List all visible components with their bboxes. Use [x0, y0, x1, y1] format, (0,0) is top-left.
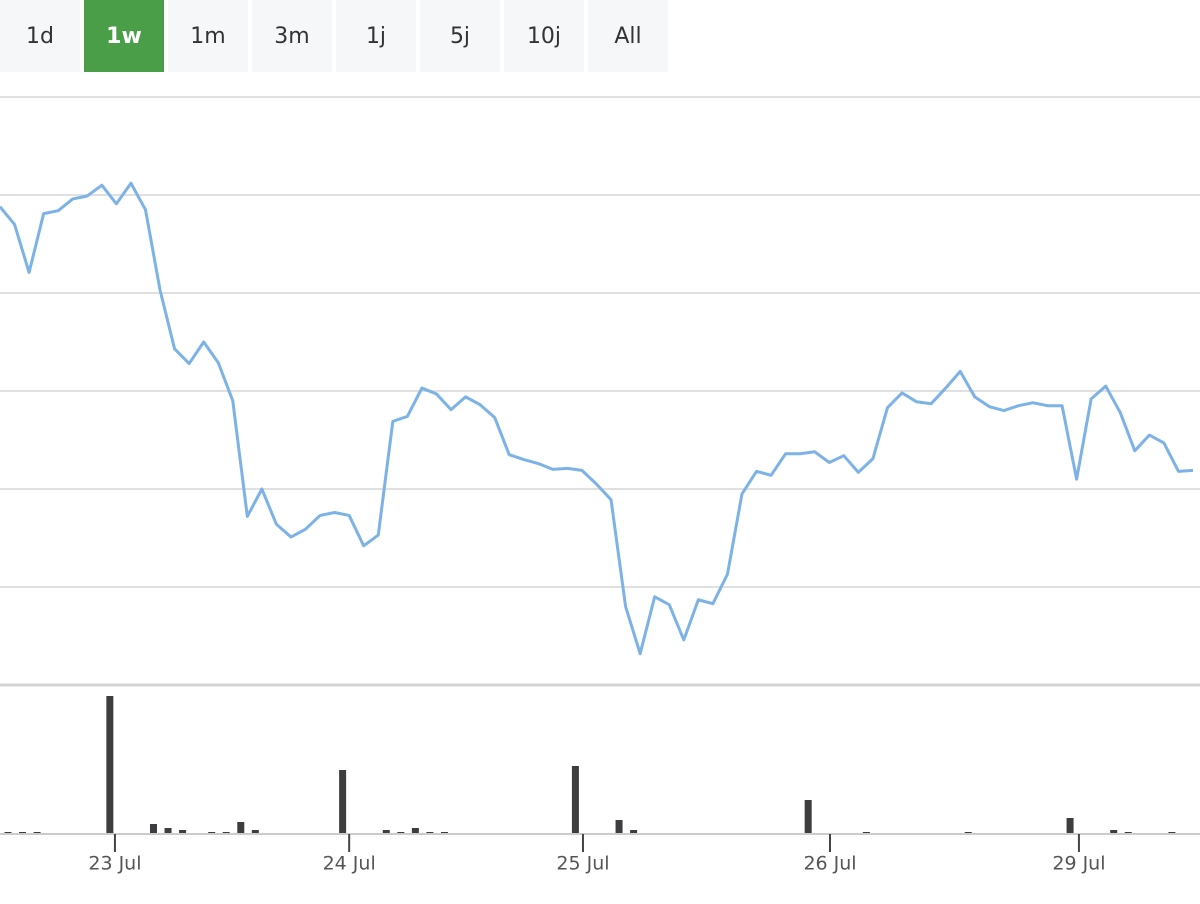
volume-bar — [1066, 818, 1074, 834]
volume-bar — [571, 766, 579, 834]
volume-bar — [149, 824, 157, 834]
x-tick-label: 24 Jul — [323, 853, 376, 875]
volume-bar — [1110, 830, 1118, 834]
range-button[interactable] — [588, 0, 668, 72]
volume-bar — [339, 770, 347, 834]
volume-bar — [630, 830, 638, 834]
range-button[interactable] — [336, 0, 416, 72]
range-button-label[interactable]: 1m — [190, 24, 225, 49]
volume-bar — [251, 830, 259, 834]
range-button-label[interactable]: 1d — [26, 24, 54, 49]
range-button-label[interactable]: 1j — [366, 24, 386, 49]
x-tick-label: 26 Jul — [803, 853, 856, 875]
range-button[interactable] — [504, 0, 584, 72]
range-button-label[interactable]: All — [614, 24, 641, 49]
volume-bar — [106, 696, 114, 834]
volume-bar — [804, 800, 812, 834]
range-button[interactable] — [168, 0, 248, 72]
range-button[interactable] — [84, 0, 164, 72]
range-button-label[interactable]: 10j — [527, 24, 561, 49]
range-button[interactable] — [0, 0, 80, 72]
x-tick-label: 29 Jul — [1052, 853, 1105, 875]
volume-bar — [382, 830, 390, 834]
volume-bar — [179, 830, 187, 834]
range-button-label[interactable]: 5j — [450, 24, 470, 49]
x-tick-label: 23 Jul — [88, 853, 141, 875]
x-tick-label: 25 Jul — [556, 853, 609, 875]
volume-bar — [237, 822, 245, 834]
range-button-label[interactable]: 1w — [106, 24, 142, 49]
volume-bar — [164, 828, 172, 834]
range-button[interactable] — [252, 0, 332, 72]
price-line — [0, 181, 1194, 656]
volume-bar — [615, 820, 623, 834]
range-button-label[interactable]: 3m — [274, 24, 309, 49]
range-button[interactable] — [420, 0, 500, 72]
volume-bar — [411, 828, 419, 834]
